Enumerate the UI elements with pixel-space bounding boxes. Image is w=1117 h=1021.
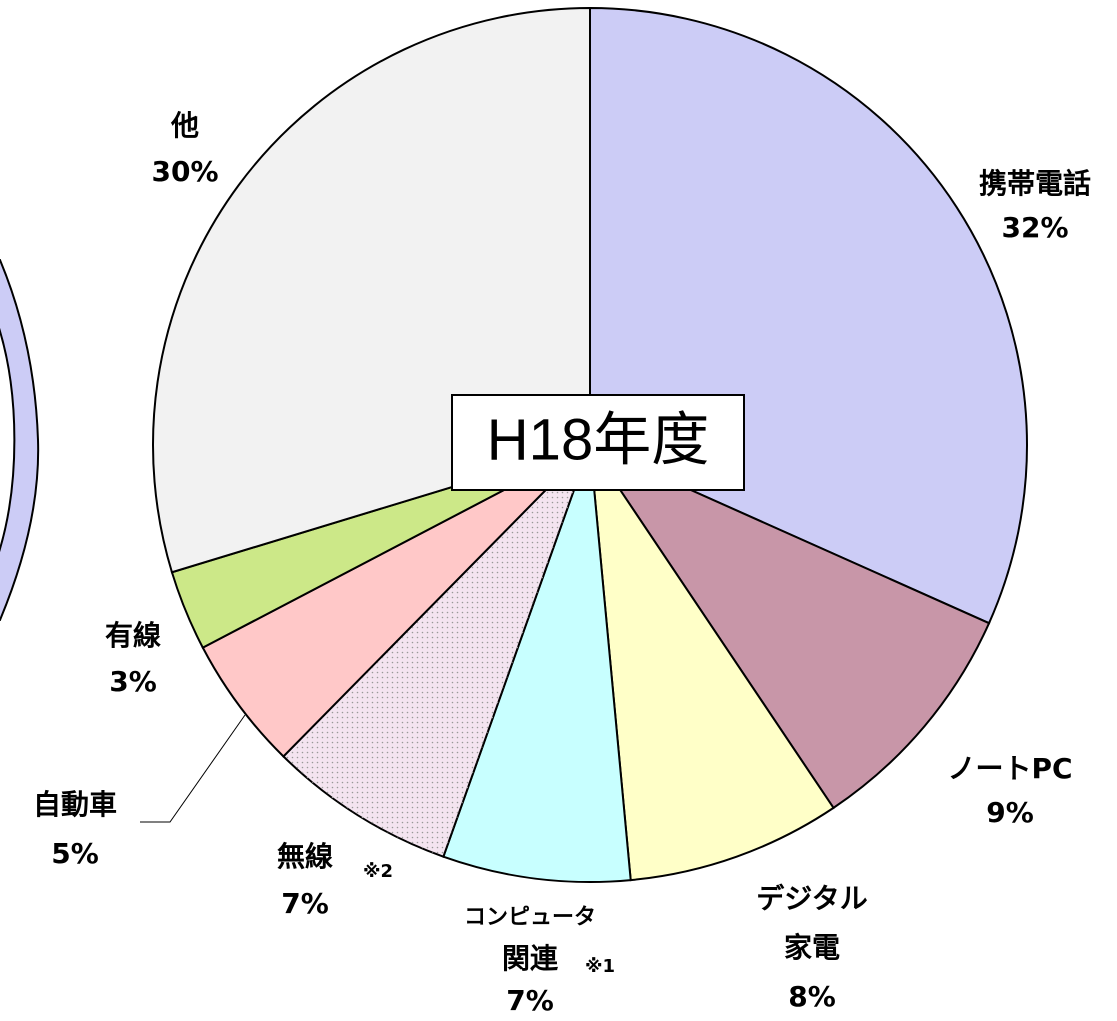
category-label: 無線 (277, 840, 333, 873)
value-label: 8% (788, 980, 836, 1013)
category-note: ※2 (363, 861, 393, 882)
category-label: 他 (170, 109, 199, 142)
value-label: 7% (281, 887, 329, 920)
value-label: 30% (151, 155, 218, 188)
title-box (451, 394, 745, 491)
category-note: ※1 (585, 956, 615, 977)
value-label: 3% (109, 665, 157, 698)
pie-slice (589, 444, 835, 882)
category-label: デジタル (756, 882, 867, 915)
category-label: 自動車 (33, 788, 117, 821)
category-label: 携帯電話 (979, 167, 1091, 200)
category-label: 有線 (105, 619, 161, 652)
category-label: ノートPC (947, 752, 1072, 785)
chart-title: H18年度 (487, 407, 709, 472)
neighbor-pie-edge (0, 259, 40, 621)
value-label: 5% (51, 837, 99, 870)
value-label: 9% (986, 796, 1034, 829)
category-label: 家電 (784, 931, 840, 964)
leader-line (140, 714, 246, 823)
value-label: 32% (1001, 211, 1068, 244)
slice-pattern (283, 445, 590, 857)
pie-slice (442, 444, 632, 883)
value-label: 7% (506, 984, 554, 1017)
pie-slice (587, 442, 991, 810)
category-label: 関連 (502, 942, 559, 975)
category-label: コンピュータ (464, 905, 596, 930)
